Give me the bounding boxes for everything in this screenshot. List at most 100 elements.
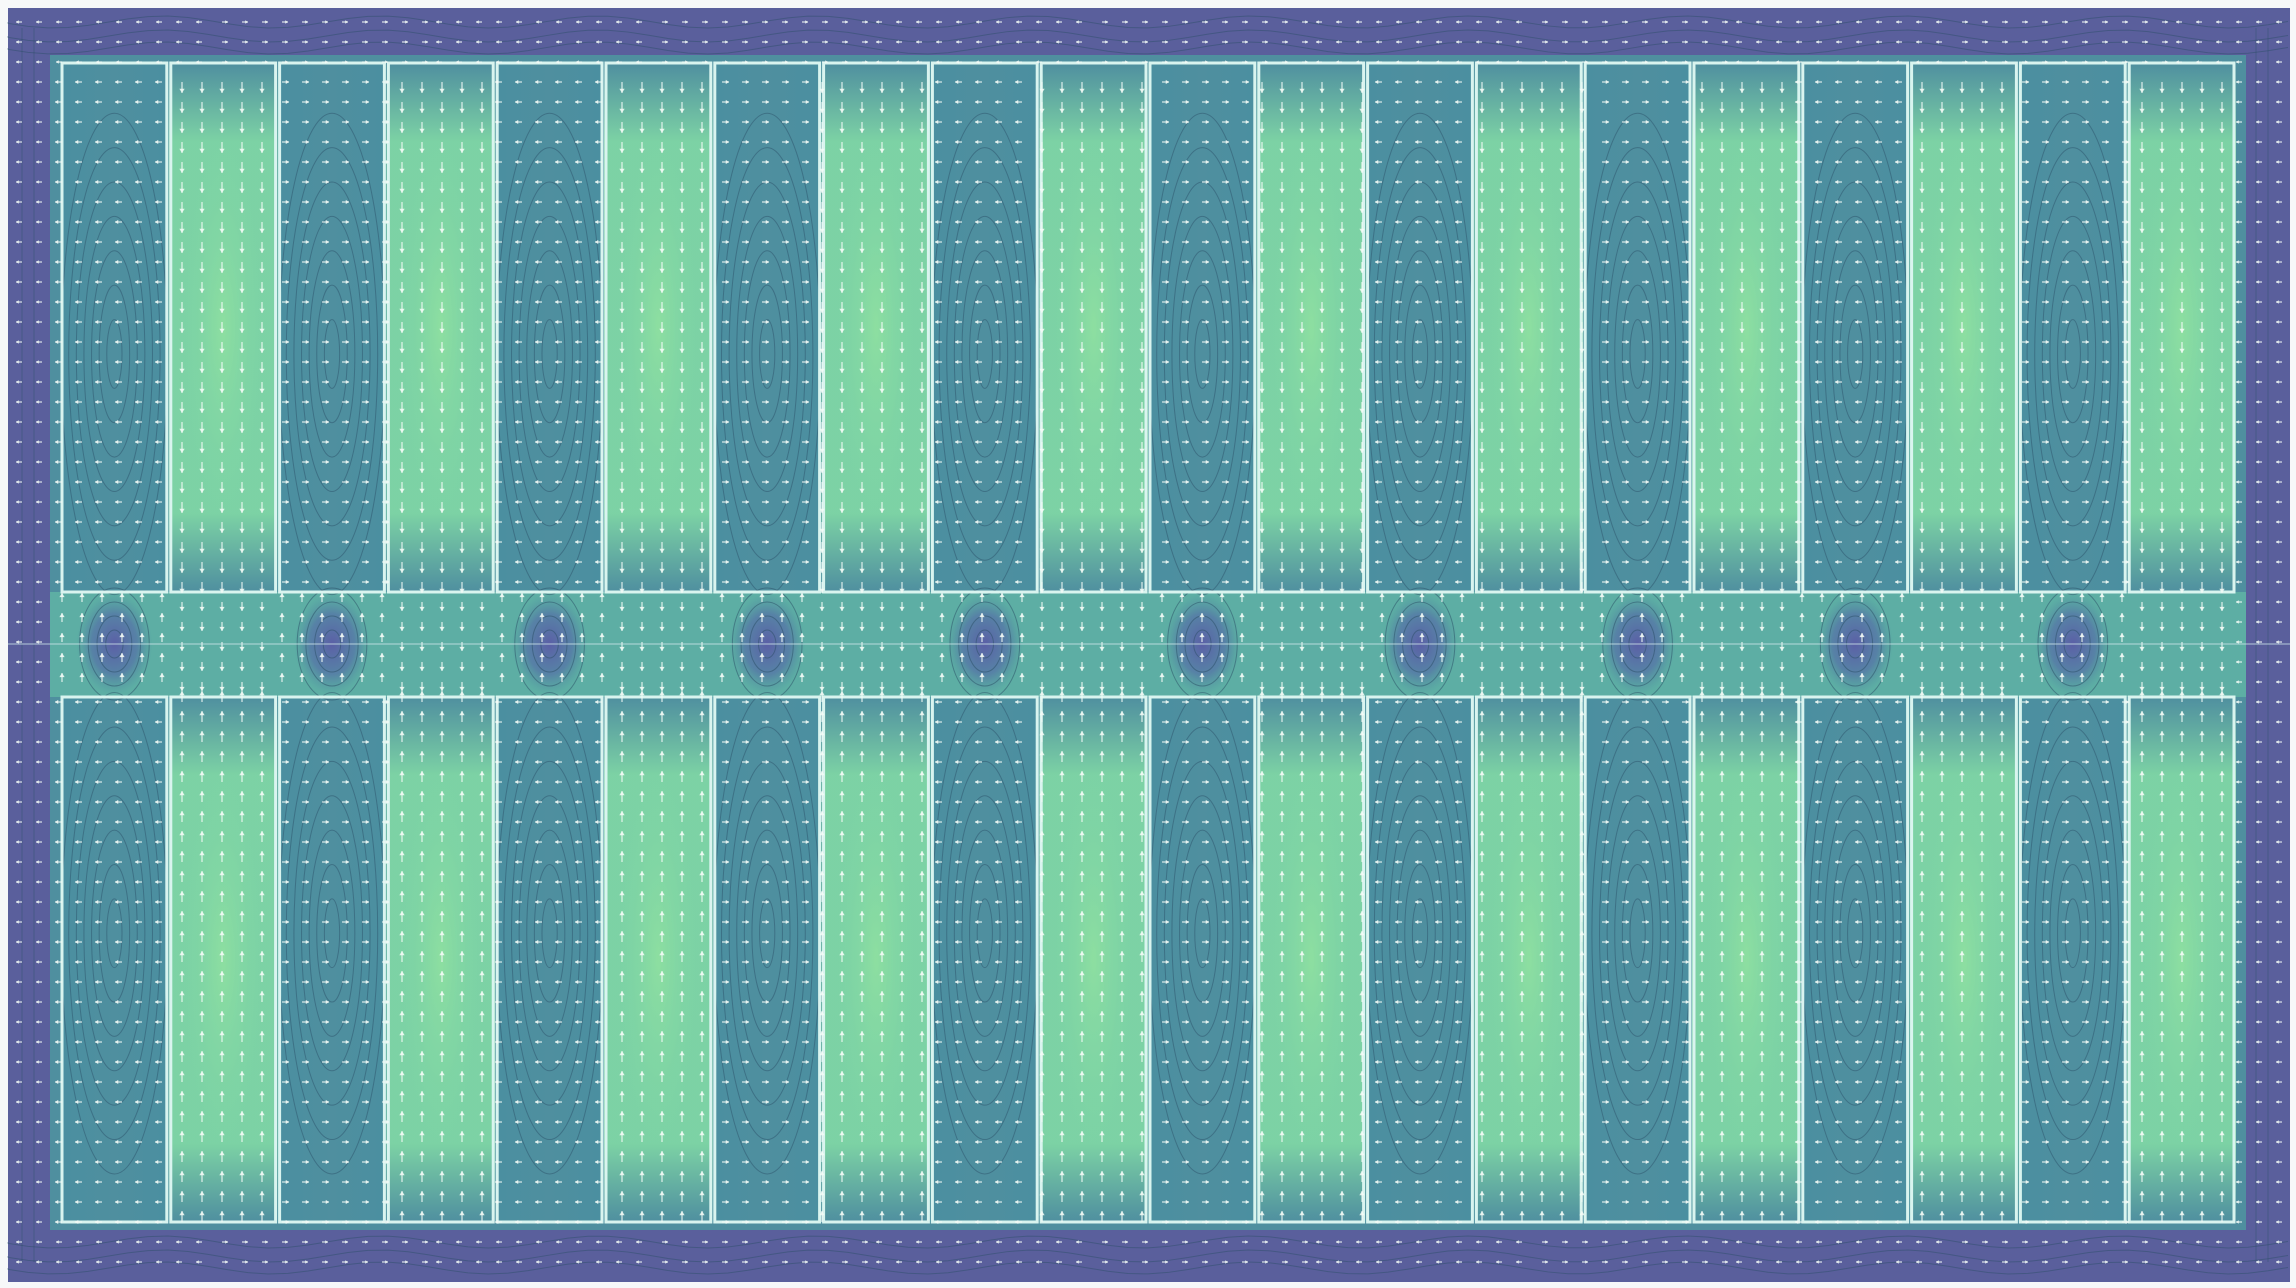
arrow-icon xyxy=(1855,79,1862,85)
arrow-icon xyxy=(2122,20,2128,24)
contour-line xyxy=(1404,284,1436,424)
arrow-icon xyxy=(1516,20,1522,24)
arrow-icon xyxy=(842,60,848,64)
contour-line xyxy=(953,795,1016,1072)
arrow-icon xyxy=(916,20,922,24)
arrow-icon xyxy=(1122,60,1128,64)
contour-line xyxy=(2034,760,2112,1106)
arrow-icon xyxy=(2142,40,2148,44)
arrow-icon xyxy=(456,40,462,44)
contour-line xyxy=(1629,898,1646,969)
arrow-icon xyxy=(456,20,462,24)
arrow-icon xyxy=(1282,60,1288,64)
bottom-row-column-field-13 xyxy=(1365,697,1475,1222)
arrow-icon xyxy=(2276,40,2282,44)
arrow-icon xyxy=(1722,20,1728,24)
arrow-icon xyxy=(342,40,348,44)
arrow-icon xyxy=(116,60,122,64)
magnet-block xyxy=(1692,695,1801,1224)
contour-line xyxy=(946,760,1024,1106)
arrow-icon xyxy=(36,40,42,44)
arrow-icon xyxy=(1319,82,1325,93)
contour-line xyxy=(541,898,558,969)
arrow-icon xyxy=(176,20,182,24)
arrow-icon xyxy=(1642,20,1648,24)
arrow-icon xyxy=(1122,20,1128,24)
arrow-icon xyxy=(16,40,22,44)
arrow-icon xyxy=(1776,60,1782,64)
contour-line xyxy=(301,215,363,492)
arrow-icon xyxy=(1056,60,1062,64)
arrow-icon xyxy=(1456,60,1462,64)
arrow-icon xyxy=(1139,82,1145,93)
arrow-icon xyxy=(1982,60,1988,64)
arrow-icon xyxy=(1436,60,1442,64)
arrow-icon xyxy=(1456,20,1462,24)
arrow-icon xyxy=(996,40,1002,44)
contour-line xyxy=(953,215,1016,492)
contour-line xyxy=(1411,319,1429,389)
arrow-icon xyxy=(1642,40,1648,44)
arrow-icon xyxy=(2042,60,2048,64)
arrow-icon xyxy=(596,20,602,24)
arrow-icon xyxy=(822,60,828,64)
arrow-icon xyxy=(2216,60,2222,64)
contour-line xyxy=(2049,250,2097,458)
magnet-block xyxy=(604,695,713,1224)
arrow-icon xyxy=(822,20,828,24)
arrow-icon xyxy=(2062,60,2068,64)
contour-line xyxy=(1831,250,1879,458)
arrow-icon xyxy=(1519,82,1525,93)
arrow-icon xyxy=(575,79,582,85)
arrow-icon xyxy=(802,60,808,64)
arrow-icon xyxy=(422,40,428,44)
arrow-icon xyxy=(436,40,442,44)
magnet-block xyxy=(2018,695,2127,1224)
arrow-icon xyxy=(702,40,708,44)
magnet-block xyxy=(60,695,169,1224)
arrow-icon xyxy=(176,60,182,64)
arrow-icon xyxy=(1962,60,1968,64)
arrow-icon xyxy=(422,20,428,24)
arrow-icon xyxy=(1582,40,1588,44)
arrow-icon xyxy=(1856,40,1862,44)
arrow-icon xyxy=(2256,20,2262,24)
arrow-icon xyxy=(762,79,769,85)
arrow-icon xyxy=(1579,82,1585,93)
arrow-icon xyxy=(1719,82,1725,93)
magnet-block xyxy=(1366,61,1474,594)
arrow-icon xyxy=(936,20,942,24)
contour-line xyxy=(91,250,138,458)
arrow-icon xyxy=(495,79,502,85)
arrow-icon xyxy=(1162,79,1169,85)
contour-line xyxy=(1839,284,1871,424)
arrow-icon xyxy=(2122,40,2128,44)
arrow-icon xyxy=(1456,40,1462,44)
arrow-icon xyxy=(322,40,328,44)
arrow-icon xyxy=(56,20,62,24)
high-field-glow xyxy=(185,142,262,513)
contour-line xyxy=(1824,795,1887,1072)
top-row-column-field-11 xyxy=(1148,63,1257,592)
arrow-icon xyxy=(2142,20,2148,24)
arrow-icon xyxy=(742,79,749,85)
arrow-icon xyxy=(342,60,348,64)
field-magnitude-background xyxy=(8,8,2290,1282)
arrow-icon xyxy=(876,60,882,64)
arrow-icon xyxy=(1339,82,1345,93)
arrow-icon xyxy=(1262,40,1268,44)
arrow-icon xyxy=(616,40,622,44)
arrow-icon xyxy=(1835,79,1842,85)
arrow-icon xyxy=(1682,40,1688,44)
arrow-icon xyxy=(679,82,685,93)
contour-line xyxy=(75,181,153,527)
arrow-icon xyxy=(1756,60,1762,64)
magnet-block xyxy=(822,61,930,594)
arrow-icon xyxy=(302,40,308,44)
arrow-icon xyxy=(1122,40,1128,44)
contour-line xyxy=(1194,319,1211,389)
arrow-icon xyxy=(1516,40,1522,44)
arrow-icon xyxy=(1302,20,1308,24)
arrow-icon xyxy=(782,20,788,24)
arrow-icon xyxy=(342,20,348,24)
